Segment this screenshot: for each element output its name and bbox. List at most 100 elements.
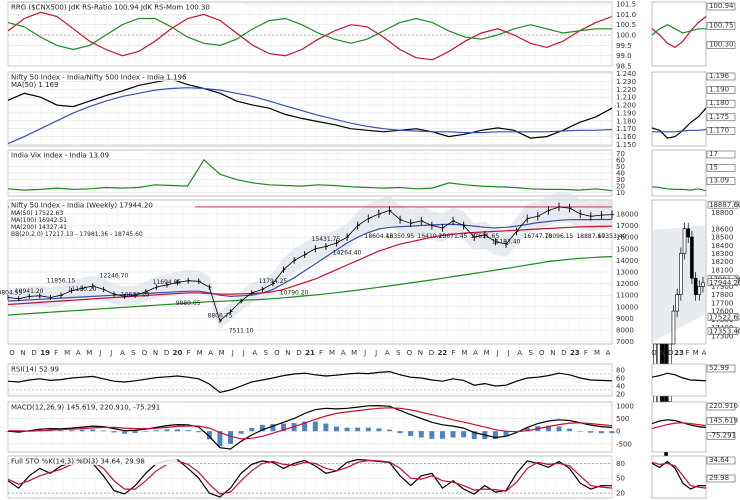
price-close-line	[7, 206, 613, 322]
macd-histogram-bar	[90, 429, 96, 432]
x-tick-label: D	[429, 349, 434, 357]
macd-histogram-bar	[524, 427, 530, 432]
y-tick-label: 80	[616, 460, 625, 468]
x-tick-label: O	[407, 349, 413, 357]
x-tick-label: M	[64, 349, 70, 357]
price-legend-item: BB(20,2.0) 17217.13 - 17981.36 - 18745.6…	[11, 231, 143, 238]
macd-histogram-bar	[100, 430, 106, 432]
x-tick-label: N	[285, 349, 290, 357]
inset-y-tick-label: 18600	[711, 225, 733, 233]
y-tick-label: 16000	[616, 234, 638, 242]
macd-histogram-bar	[238, 431, 244, 434]
value-badge: 100.30	[709, 41, 734, 49]
inset-candle-body	[679, 253, 683, 295]
inset-y-tick-label: 18500	[711, 234, 733, 242]
x-tick-label: 21	[305, 349, 315, 357]
macd-histogram-bar	[302, 421, 308, 432]
x-tick-label: A	[473, 349, 478, 357]
series-line-ma-50-	[7, 218, 612, 302]
macd-histogram-bar	[69, 430, 75, 432]
value-badge: 100.94	[709, 2, 734, 10]
x-tick-label: M	[351, 349, 357, 357]
inset-y-tick-label: 18200	[711, 258, 733, 266]
x-tick-label: F	[54, 349, 58, 357]
price-annotation: 7511.10	[229, 328, 254, 335]
x-tick-label: O	[539, 349, 545, 357]
x-tick-label: M	[219, 349, 225, 357]
inset-value-badge-box	[707, 278, 739, 287]
y-tick-label: 10	[616, 189, 625, 197]
value-badge-box	[706, 364, 736, 373]
x-tick-label: J	[374, 349, 377, 357]
x-tick-label: J	[231, 349, 234, 357]
title-bg	[9, 151, 147, 159]
inset-value-badge: 17944.20	[709, 279, 740, 287]
price-annotation: 11856.15	[47, 277, 76, 284]
macd-histogram-bar	[344, 427, 350, 432]
value-badge-box	[706, 150, 736, 159]
y-tick-label: 13000	[616, 269, 638, 277]
series-line-jdk-rs-ratio	[7, 11, 613, 61]
x-tick-label: M	[461, 349, 467, 357]
inset-vix-frame	[651, 149, 707, 197]
macd-histogram-bar	[492, 431, 498, 440]
y-tick-label: 9000	[616, 315, 634, 323]
series-line-ma-50-	[7, 87, 613, 145]
inset-x-tick-label: O	[651, 349, 657, 357]
value-badge-box	[706, 113, 736, 122]
price-annotation: 12246.70	[100, 273, 129, 280]
value-badge-box	[706, 22, 736, 30]
x-tick-label: S	[529, 349, 534, 357]
macd-histogram-bar	[259, 424, 265, 432]
macd-histogram-bar	[376, 428, 382, 432]
x-tick-label: D	[31, 349, 36, 357]
y-tick-label: 101.0	[616, 11, 636, 19]
value-badge-box	[706, 402, 736, 411]
macd-histogram-bar	[249, 427, 255, 432]
y-tick-label: 0	[616, 428, 620, 436]
y-tick-label: 60	[616, 156, 625, 164]
price-annotation: 15431.75	[312, 236, 341, 243]
inset-x-tick-label: M	[693, 349, 699, 357]
inset-x-tick-label: D	[668, 349, 673, 357]
inset-y-tick-label: 18100	[711, 266, 733, 274]
y-tick-label: 20	[616, 490, 625, 498]
value-badge: 1.175	[709, 113, 729, 121]
title-bg	[9, 365, 77, 373]
y-tick-label: 99.5	[616, 42, 632, 50]
value-badge: 15	[709, 163, 718, 171]
x-tick-label: S	[396, 349, 401, 357]
macd-histogram-bar	[153, 430, 159, 432]
inset-value-badge: 18887.60	[709, 201, 740, 209]
inset-value-badge-box	[707, 200, 739, 209]
y-tick-label: 1000	[616, 402, 634, 410]
y-tick-label: 70	[616, 150, 625, 158]
y-tick-label: 1.220	[616, 86, 636, 94]
series-line-rsi-14-	[7, 370, 613, 394]
y-tick-label: 17000	[616, 222, 638, 230]
price-annotation: 10790.20	[280, 290, 309, 297]
x-tick-label: N	[550, 349, 555, 357]
inset-y-tick-label: 17900	[711, 283, 733, 291]
value-badge: 220.910	[709, 402, 738, 410]
x-tick-label: 20	[173, 349, 183, 357]
inset-value-badge-box	[707, 327, 739, 335]
x-tick-label: M	[197, 349, 203, 357]
x-tick-label: A	[208, 349, 213, 357]
panel-rs-frame	[7, 71, 613, 147]
price-annotation: 10804.55	[0, 289, 22, 296]
price-annotation: 9889.05	[176, 300, 201, 307]
y-tick-label: 1.170	[616, 125, 636, 133]
x-tick-label: A	[120, 349, 125, 357]
x-tick-label: A	[76, 349, 81, 357]
panel-title: Nifty 50 Index - India/Nifty 500 Index -…	[11, 74, 187, 82]
x-tick-label: J	[363, 349, 366, 357]
panel-title: India Vix Index - India 13.09	[11, 152, 109, 160]
macd-histogram-bar	[588, 431, 594, 433]
value-badge-box	[706, 99, 736, 108]
price-legend-item: MA(200) 14327.41	[11, 224, 67, 231]
series-line-jdk-rs-mom	[7, 17, 612, 51]
y-tick-label: 500	[616, 415, 629, 423]
price-annotation: 11794.25	[259, 278, 288, 285]
